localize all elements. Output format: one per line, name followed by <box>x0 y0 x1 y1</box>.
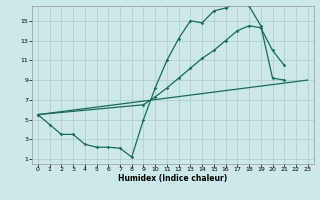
X-axis label: Humidex (Indice chaleur): Humidex (Indice chaleur) <box>118 174 228 183</box>
